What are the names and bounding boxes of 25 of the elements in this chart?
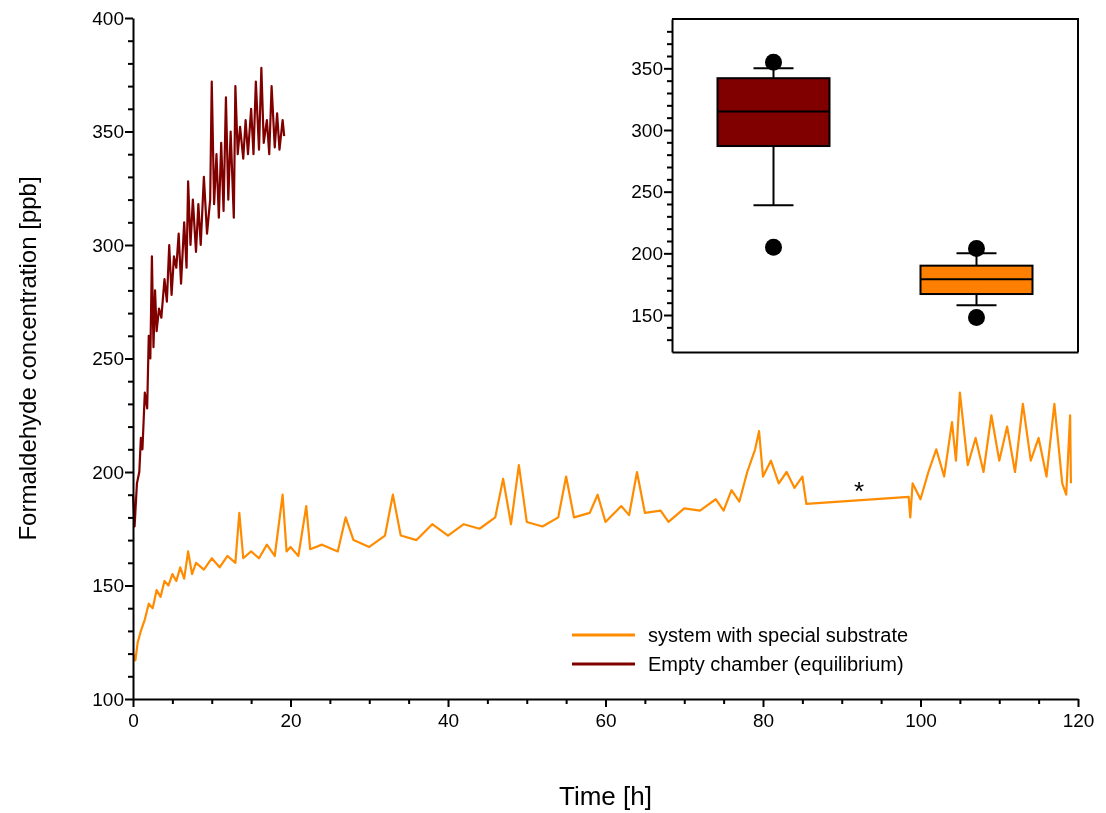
annotation: *: [853, 476, 865, 506]
line-series: [131, 66, 286, 528]
x-tick-label: 80: [752, 710, 775, 731]
y-tick-label: 250: [631, 181, 663, 203]
x-tick-label: 60: [595, 710, 617, 731]
y-axis-title: Formaldehyde concentration [ppb]: [14, 176, 41, 541]
legend-label: Empty chamber (equilibrium): [648, 653, 904, 675]
x-tick-label: 100: [905, 710, 937, 731]
x-tick-label: 40: [437, 710, 460, 731]
y-tick-label: 400: [92, 7, 124, 29]
x-tick-label: 20: [280, 710, 302, 731]
y-tick-label: 200: [92, 461, 124, 483]
x-tick-label: 0: [128, 710, 139, 731]
y-tick-label: 300: [631, 119, 663, 141]
y-tick-label: 150: [631, 304, 663, 326]
y-tick-label: 350: [631, 57, 663, 79]
y-tick-label: 150: [92, 575, 124, 597]
y-tick-label: 250: [92, 348, 124, 370]
x-tick-label: 120: [1062, 710, 1095, 731]
y-tick-label: 100: [92, 688, 124, 710]
x-axis-title: Time [h]: [559, 781, 652, 811]
legend-label: system with special substrate: [648, 624, 909, 646]
y-tick-label: 350: [92, 121, 124, 143]
y-tick-label: 300: [92, 234, 124, 256]
y-tick-label: 200: [631, 242, 663, 264]
